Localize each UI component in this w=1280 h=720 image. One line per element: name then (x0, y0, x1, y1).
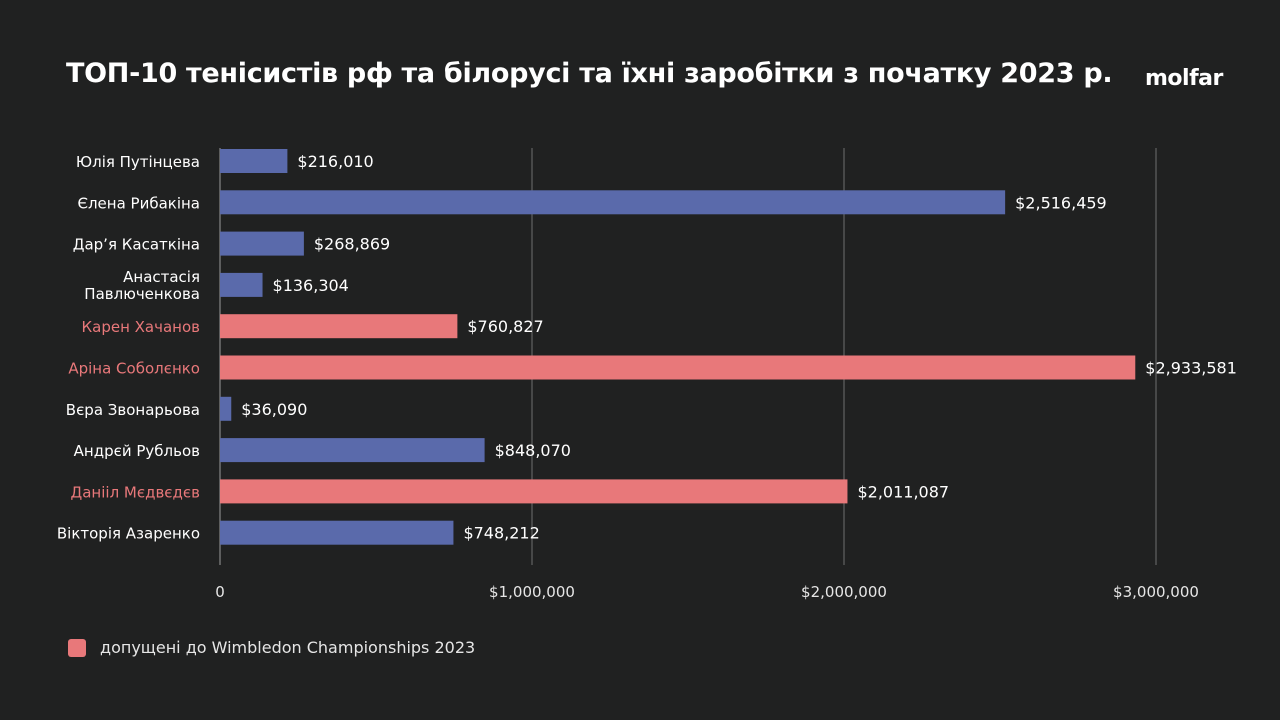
x-tick-label: $2,000,000 (801, 583, 887, 601)
legend-label: допущені до Wimbledon Championships 2023 (100, 638, 476, 657)
bar (220, 231, 304, 256)
category-label: Вєра Звонарьова (66, 401, 200, 419)
value-label: $2,011,087 (857, 482, 949, 501)
x-tick-label: $1,000,000 (489, 583, 575, 601)
value-label: $268,869 (314, 235, 390, 254)
category-label: Дар’я Касаткіна (73, 236, 200, 254)
value-label: $216,010 (297, 152, 373, 171)
value-label: $2,933,581 (1145, 359, 1237, 378)
molfar-logo: molfar (1145, 66, 1223, 91)
bar (220, 355, 1136, 380)
category-label: Андрєй Рубльов (74, 442, 200, 460)
category-label: Анастасія (123, 268, 200, 286)
bar (220, 272, 263, 297)
chart-title: ТОП-10 тенісистів рф та білорусі та їхні… (66, 58, 1113, 89)
value-label: $760,827 (467, 317, 543, 336)
category-label: Павлюченкова (84, 285, 200, 303)
value-label: $136,304 (273, 276, 349, 295)
bar (220, 438, 485, 463)
category-label: Юлія Путінцева (76, 153, 200, 171)
bar (220, 314, 458, 339)
bar (220, 149, 288, 173)
category-label: Данііл Мєдвєдєв (71, 483, 200, 501)
legend-swatch (68, 638, 86, 657)
legend: допущені до Wimbledon Championships 2023 (68, 638, 475, 657)
bar (220, 396, 232, 421)
bar (220, 190, 1006, 215)
category-label: Єлена Рибакіна (77, 194, 200, 212)
value-label: $36,090 (241, 400, 307, 419)
bar (220, 479, 848, 504)
category-label: Аріна Соболєнко (68, 360, 200, 378)
x-tick-label: $3,000,000 (1113, 583, 1199, 601)
value-label: $2,516,459 (1015, 193, 1107, 212)
category-label: Карен Хачанов (81, 318, 200, 336)
x-tick-label: 0 (215, 583, 225, 601)
category-label: Вікторія Азаренко (57, 525, 200, 543)
bar (220, 520, 454, 545)
value-label: $748,212 (463, 524, 539, 543)
value-label: $848,070 (495, 441, 571, 460)
